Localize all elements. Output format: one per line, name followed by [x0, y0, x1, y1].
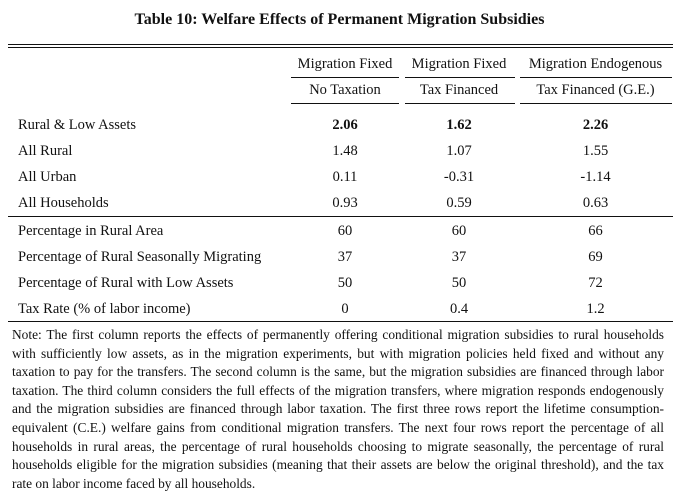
- col3-header-underline: [520, 77, 672, 78]
- row-value: 0.11: [332, 169, 358, 185]
- row-value: 2.26: [582, 117, 609, 133]
- row-value: 0.4: [449, 301, 469, 317]
- col1-header-underline-2: [291, 103, 399, 104]
- mid-rule: [8, 216, 673, 217]
- row-value: 1.55: [582, 143, 609, 159]
- row-value: 2.06: [332, 117, 358, 133]
- row-value: 1.07: [446, 143, 472, 159]
- col1-header-line2: No Taxation: [309, 82, 381, 98]
- row-label: All Rural: [18, 143, 73, 159]
- row-label: All Households: [18, 195, 109, 211]
- row-label: Percentage of Rural with Low Assets: [18, 275, 234, 291]
- row-value: 0.63: [582, 195, 609, 211]
- row-value: -1.14: [580, 169, 611, 185]
- row-value: 37: [337, 249, 353, 265]
- row-value: 1.2: [586, 301, 605, 317]
- row-value: 1.62: [446, 117, 472, 133]
- top-rule: [8, 44, 673, 45]
- row-value: 66: [588, 223, 603, 239]
- col2-header-line1: Migration Fixed: [411, 56, 507, 72]
- row-value: 72: [588, 275, 603, 291]
- row-value: 1.48: [332, 143, 358, 159]
- col2-header-line2: Tax Financed: [419, 82, 499, 98]
- col2-header-underline-2: [405, 103, 515, 104]
- table-note: Note: The first column reports the effec…: [12, 327, 664, 491]
- row-label: Percentage in Rural Area: [18, 223, 164, 239]
- row-value: 60: [337, 223, 353, 239]
- col2-header-underline: [405, 77, 515, 78]
- row-value: 0: [341, 301, 349, 317]
- row-label: All Urban: [18, 169, 77, 185]
- col1-header-underline: [291, 77, 399, 78]
- row-label: Tax Rate (% of labor income): [18, 301, 191, 317]
- table-title: Table 10: Welfare Effects of Permanent M…: [134, 11, 545, 28]
- col3-header-underline-2: [520, 103, 672, 104]
- bottom-rule: [8, 321, 673, 322]
- row-label: Rural & Low Assets: [18, 117, 137, 133]
- row-label: Percentage of Rural Seasonally Migrating: [18, 249, 262, 265]
- row-value: -0.31: [443, 169, 475, 185]
- row-value: 37: [451, 249, 467, 265]
- row-value: 69: [588, 249, 603, 265]
- col1-header-line1: Migration Fixed: [297, 56, 393, 72]
- row-value: 50: [337, 275, 353, 291]
- col3-header-line1: Migration Endogenous: [528, 56, 663, 72]
- row-value: 0.93: [332, 195, 358, 211]
- row-value: 0.59: [446, 195, 472, 211]
- row-value: 60: [451, 223, 467, 239]
- col3-header-line2: Tax Financed (G.E.): [536, 82, 655, 98]
- top-rule-second: [8, 47, 673, 48]
- row-value: 50: [451, 275, 467, 291]
